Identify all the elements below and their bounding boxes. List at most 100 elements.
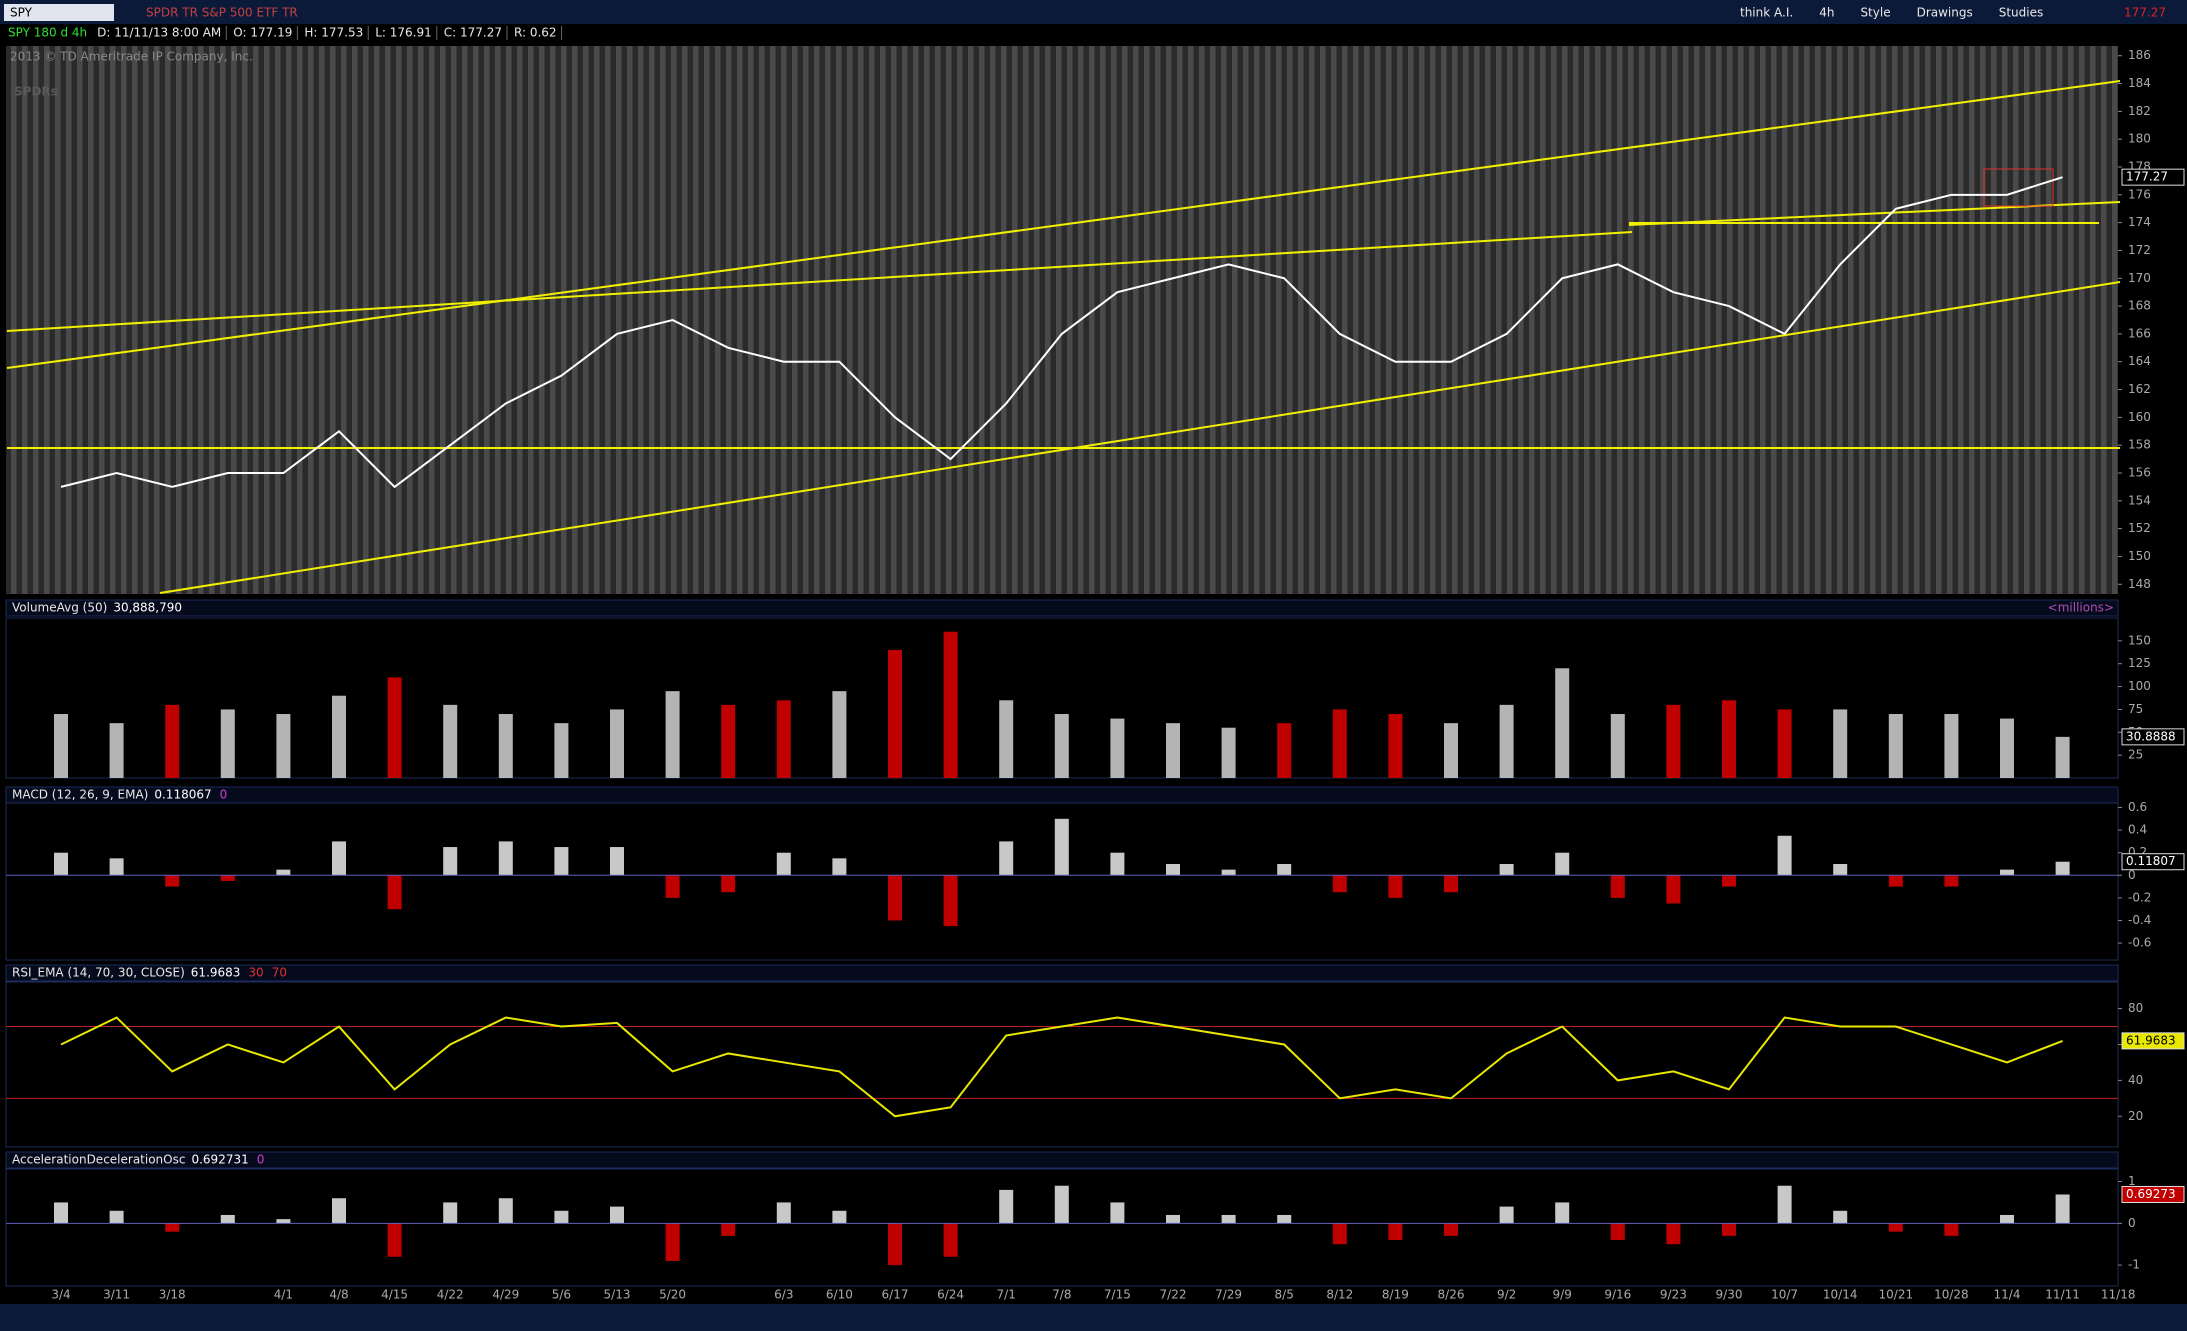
- header-row: [0, 24, 2187, 43]
- y-tick-label: 176: [2128, 187, 2151, 201]
- toolbar-button[interactable]: 4h: [1819, 6, 1834, 20]
- bar: [554, 847, 569, 876]
- y-tick-label: 154: [2128, 493, 2151, 507]
- toolbar-buttons: think A.I. 4h Style Drawings Studies: [1740, 6, 2043, 20]
- bar: [1388, 875, 1403, 898]
- trendline: [6, 80, 2121, 369]
- bar: [999, 700, 1014, 778]
- y-tick-label: 174: [2128, 215, 2151, 229]
- bar: [2055, 736, 2070, 778]
- price-panel: [6, 46, 2118, 594]
- bar: [1444, 1223, 1458, 1236]
- y-tick-label: 80: [2128, 1001, 2143, 1015]
- y-tick-label: 125: [2128, 656, 2151, 670]
- bar: [1166, 863, 1180, 876]
- bar: [109, 723, 124, 778]
- bar: [1221, 727, 1236, 778]
- x-tick-label: 7/1: [997, 1288, 1016, 1302]
- highlight-box: [1983, 168, 2054, 207]
- panel: [5, 981, 2119, 1148]
- bar: [1555, 1202, 1570, 1224]
- bar: [1499, 704, 1514, 778]
- x-tick-label: 10/14: [1823, 1288, 1858, 1302]
- trendline: [159, 281, 2121, 594]
- bar: [1221, 869, 1236, 876]
- x-tick-label: 6/10: [826, 1288, 853, 1302]
- y-tick-label: 75: [2128, 702, 2143, 716]
- bar: [443, 1202, 458, 1224]
- symbol-box[interactable]: [4, 4, 114, 21]
- bar: [776, 852, 791, 876]
- bar: [1054, 818, 1069, 876]
- bar: [1499, 863, 1514, 876]
- bar: [1054, 1185, 1069, 1224]
- toolbar-button[interactable]: think A.I.: [1740, 6, 1793, 20]
- bar: [999, 841, 1014, 876]
- last-value-box: [2121, 728, 2185, 746]
- bar: [1944, 714, 1959, 778]
- bottom-bar: [0, 1304, 2187, 1331]
- x-tick-label: 6/3: [774, 1288, 793, 1302]
- bar: [1332, 875, 1347, 893]
- y-tick-label: 180: [2128, 132, 2151, 146]
- y-tick-label: 20: [2128, 1109, 2143, 1123]
- bar: [276, 714, 291, 778]
- bar: [888, 875, 902, 921]
- bar: [109, 858, 124, 876]
- y-tick-label: 25: [2128, 748, 2143, 762]
- bar: [1277, 723, 1292, 778]
- bar: [1777, 1185, 1792, 1224]
- bar: [332, 841, 346, 876]
- bar: [1332, 1223, 1347, 1245]
- x-tick-label: 3/4: [51, 1288, 70, 1302]
- bar: [443, 704, 458, 778]
- header-field: L: 176.91: [375, 26, 432, 40]
- y-tick-label: 168: [2128, 299, 2151, 313]
- header-field: O: 177.19: [233, 26, 292, 40]
- x-tick-label: 9/9: [1553, 1288, 1572, 1302]
- header-field: R: 0.62: [514, 26, 557, 40]
- bar: [1388, 714, 1403, 778]
- bar: [554, 723, 569, 778]
- header-field: H: 177.53: [304, 26, 363, 40]
- bar: [2000, 1214, 2014, 1224]
- watermark: SPDRs: [14, 85, 58, 99]
- y-tick-label: 100: [2128, 679, 2151, 693]
- toolbar-button[interactable]: Drawings: [1917, 6, 1973, 20]
- bar: [1054, 714, 1069, 778]
- bar: [1833, 709, 1848, 778]
- last-value-box: [2121, 168, 2185, 186]
- y-tick-label: -0.2: [2128, 890, 2151, 904]
- y-tick-label: 148: [2128, 577, 2151, 591]
- bar: [1332, 709, 1347, 778]
- x-tick-label: 4/22: [437, 1288, 464, 1302]
- toolbar-button[interactable]: Studies: [1999, 6, 2044, 20]
- bar: [387, 677, 402, 778]
- x-tick-label: 10/7: [1771, 1288, 1798, 1302]
- bar: [109, 1210, 124, 1224]
- bar: [165, 875, 180, 887]
- panel-header: [5, 1151, 2119, 1169]
- bar: [276, 1219, 291, 1224]
- study-title: MACD (12, 26, 9, EMA): [12, 788, 148, 802]
- study-readout: 0.692731: [191, 1153, 248, 1167]
- y-tick-label: -1: [2128, 1258, 2140, 1272]
- x-tick-label: 11/11: [2045, 1288, 2080, 1302]
- bar: [498, 1198, 513, 1224]
- bar: [54, 1202, 68, 1224]
- bar: [1110, 1202, 1125, 1224]
- y-tick-label: 162: [2128, 382, 2151, 396]
- symbol[interactable]: SPY: [10, 6, 33, 20]
- toolbar-button[interactable]: Style: [1860, 6, 1890, 20]
- bar: [54, 852, 68, 876]
- series-line: [60, 176, 2063, 489]
- last-value: 0.11807: [2126, 854, 2176, 868]
- x-tick-label: 6/17: [882, 1288, 909, 1302]
- y-tick-label: 172: [2128, 243, 2151, 257]
- x-tick-label: 7/15: [1104, 1288, 1131, 1302]
- last-value: 0.69273: [2126, 1187, 2176, 1201]
- bar: [721, 875, 736, 893]
- y-tick-label: -0.4: [2128, 913, 2151, 927]
- bar: [165, 704, 180, 778]
- x-tick-label: 5/13: [604, 1288, 631, 1302]
